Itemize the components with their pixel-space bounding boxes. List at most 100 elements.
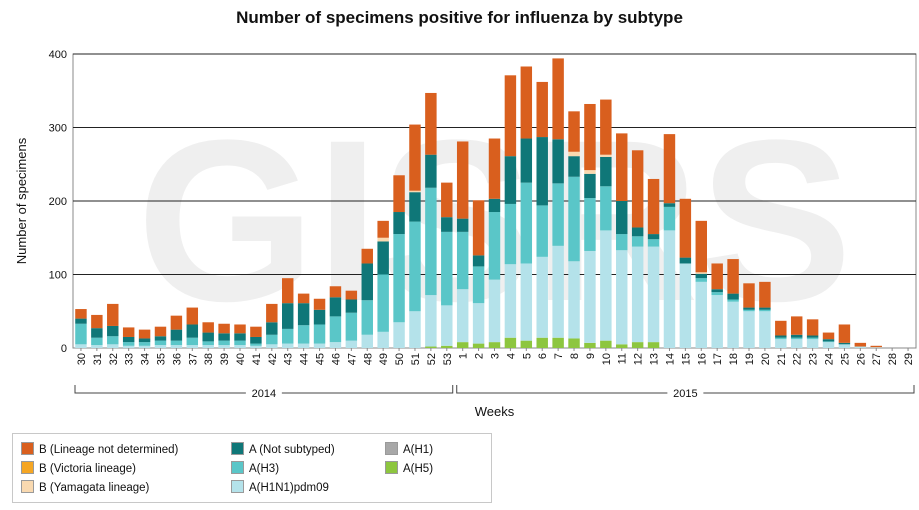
legend-label: A (Not subtyped) (249, 444, 335, 456)
bar-segment (377, 237, 389, 242)
bar-segment (616, 201, 628, 235)
bar-segment (695, 220, 707, 273)
bar-segment (472, 266, 485, 304)
bar-segment (822, 339, 835, 342)
bar-segment (520, 66, 533, 139)
x-tick-label: 20 (760, 353, 772, 365)
bar-segment (631, 342, 644, 348)
bar-segment (377, 331, 389, 348)
bar-segment (170, 329, 183, 341)
bar-segment (107, 325, 119, 337)
x-axis-title: Weeks (475, 404, 515, 419)
bar-segment (663, 134, 676, 204)
bar-segment (329, 316, 342, 343)
bar-segment (345, 299, 358, 313)
bar-segment (552, 337, 564, 348)
bar-segment (679, 198, 692, 258)
x-tick-label: 12 (633, 353, 645, 365)
x-tick-label: 10 (601, 353, 613, 365)
legend-swatch (21, 442, 34, 455)
x-tick-label: 25 (839, 353, 851, 365)
bar-segment (584, 198, 596, 251)
legend-item-a-not-subtyped: A (Not subtyped) (231, 442, 335, 456)
x-tick-label: 45 (315, 353, 327, 365)
bar-segment (647, 246, 660, 343)
bar-segment (552, 245, 564, 338)
legend-item-b-lineage-not-determined: B (Lineage not determined) (21, 442, 178, 456)
bar-segment (186, 337, 199, 346)
bar-segment (186, 324, 199, 338)
bar-segment (663, 206, 676, 231)
year-label: 2014 (252, 388, 276, 400)
bar-segment (393, 175, 405, 213)
legend-swatch (231, 442, 244, 455)
bar-segment (297, 293, 310, 304)
bar-segment (170, 345, 183, 348)
bar-segment (711, 292, 723, 296)
bar-segment (234, 324, 246, 334)
bar-segment (345, 340, 358, 348)
bar-segment (695, 273, 707, 279)
bar-segment (297, 303, 310, 326)
legend: B (Lineage not determined) B (Victoria l… (12, 433, 492, 503)
bar-segment (647, 178, 660, 235)
bar-segment (711, 289, 723, 293)
bar-segment (409, 311, 421, 348)
bar-segment (584, 342, 596, 348)
bar-segment (743, 309, 755, 312)
x-tick-label: 21 (776, 353, 788, 365)
bar-segment (409, 221, 421, 312)
bar-segment (663, 230, 676, 348)
bar-segment (727, 301, 739, 348)
bar-segment (170, 315, 183, 330)
x-tick-label: 4 (505, 353, 517, 359)
x-tick-label: 8 (569, 353, 581, 359)
y-tick-label: 200 (49, 196, 67, 208)
bar-segment (409, 192, 421, 222)
x-tick-label: 44 (299, 353, 311, 365)
bar-segment (472, 255, 485, 267)
x-tick-label: 52 (426, 353, 438, 365)
bar-segment (266, 334, 278, 345)
bar-segment (520, 182, 533, 264)
x-tick-label: 24 (824, 353, 836, 365)
bar-segment (679, 263, 692, 348)
bar-segment (456, 342, 469, 348)
bar-segment (536, 81, 548, 138)
bar-segment (536, 256, 548, 338)
x-tick-label: 50 (394, 353, 406, 365)
y-axis-title: Number of specimens (14, 137, 29, 264)
bar-segment (504, 75, 517, 157)
bar-segment (775, 335, 787, 338)
bar-segment (218, 333, 230, 341)
chart-title: Number of specimens positive for influen… (236, 8, 683, 27)
bar-segment (186, 345, 199, 348)
bar-segment (488, 212, 501, 280)
bar-segment (377, 241, 389, 275)
bar-segment (711, 263, 723, 290)
bar-segment (695, 278, 707, 282)
bar-segment (488, 198, 501, 213)
bar-segment (266, 322, 278, 335)
bar-segment (584, 103, 596, 171)
x-tick-label: 51 (410, 353, 422, 365)
x-tick-label: 27 (871, 353, 883, 365)
bar-segment (75, 318, 87, 324)
bar-segment (584, 170, 596, 174)
bar-segment (122, 327, 135, 337)
bar-segment (600, 99, 612, 155)
bar-segment (107, 336, 119, 345)
bar-segment (616, 234, 628, 251)
bar-segment (456, 218, 469, 232)
bar-segment (536, 337, 548, 348)
bar-segment (91, 328, 103, 338)
legend-item-b-victoria: B (Victoria lineage) (21, 461, 136, 475)
bars (75, 58, 882, 348)
bar-segment (743, 283, 755, 308)
bar-segment (138, 342, 151, 346)
x-tick-label: 15 (680, 353, 692, 365)
x-tick-label: 33 (124, 353, 136, 365)
bar-segment (568, 261, 580, 339)
bar-segment (616, 344, 628, 348)
bar-segment (75, 344, 87, 348)
